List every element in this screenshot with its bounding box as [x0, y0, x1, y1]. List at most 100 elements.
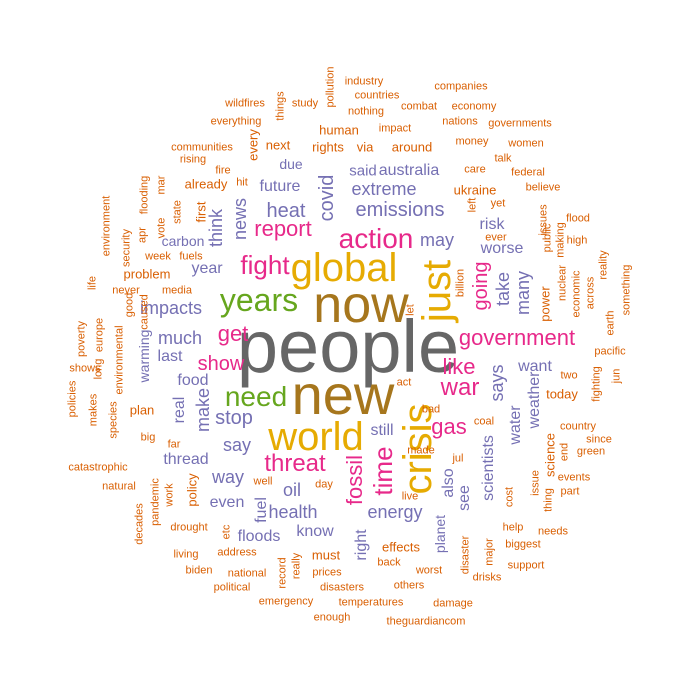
word-enough: enough [313, 611, 351, 624]
word-day: day [315, 478, 333, 491]
word-heat: heat [266, 200, 306, 222]
word-record: record [276, 557, 289, 589]
word-week: good [123, 292, 136, 318]
word-damage: damage [433, 597, 473, 610]
word-life: fuels [179, 250, 203, 263]
word-drisks: drisks [472, 571, 502, 584]
word-government: government [458, 325, 576, 350]
word-environment: environment [100, 195, 113, 257]
word-never: life [86, 275, 99, 291]
word-oil: oil [282, 480, 302, 500]
word-effects: effects [381, 539, 421, 555]
word-end: end [558, 442, 571, 462]
word-said: said [349, 162, 377, 180]
word-mar: mar [155, 175, 168, 195]
word-fighting: fighting [590, 366, 603, 402]
word-problem: problem [123, 266, 171, 282]
word-industry: industry [344, 75, 384, 88]
word-human: human [319, 122, 359, 138]
word-jun: jun [610, 368, 623, 384]
word-year: year [191, 260, 223, 277]
word-across: across [584, 276, 597, 310]
word-reality: reality [597, 250, 610, 280]
word-must: must [311, 547, 341, 563]
word-want: want [518, 358, 552, 375]
word-decades: decades [133, 503, 146, 545]
word-warming: warming [136, 329, 152, 383]
word-years: years [219, 282, 299, 318]
word-made: made [407, 444, 435, 457]
word-see: see [456, 485, 473, 511]
word-media: never [112, 284, 140, 297]
word-jul: jul [452, 452, 464, 465]
word-around: around [391, 139, 433, 155]
word-fight: fight [240, 250, 290, 280]
word-everything: everything [210, 115, 262, 128]
word-others: others [393, 579, 425, 592]
word-stop: stop [215, 407, 253, 429]
word-gas: gas [431, 414, 467, 439]
word-caused: media [162, 284, 192, 297]
word-countries: countries [354, 89, 400, 102]
word-address: address [217, 546, 257, 559]
word-two: two [560, 369, 578, 382]
word-new: new [291, 363, 395, 426]
word-biden: biden [185, 564, 213, 577]
word-billion: billion [454, 268, 467, 298]
word-vote: vote [155, 217, 168, 239]
word-news: news [230, 197, 250, 241]
word-says: says [487, 364, 507, 402]
word-impacts: impacts [139, 298, 203, 318]
word-issues: issues [537, 204, 550, 236]
word-really: really [290, 552, 303, 580]
word-environmental: environmental [113, 325, 126, 395]
word-power: power [537, 286, 553, 322]
word-know: know [296, 523, 334, 540]
word-world: world [268, 415, 364, 459]
word-may: may [419, 230, 455, 250]
word-cost: cost [503, 486, 516, 508]
word-real: real [171, 396, 188, 424]
word-yet: yet [490, 197, 506, 210]
word-back: back [377, 556, 401, 569]
word-support: support [507, 559, 545, 572]
word-scientists: scientists [480, 435, 497, 501]
word-pacific: pacific [594, 345, 626, 358]
word-combat: combat [400, 100, 438, 113]
word-action: action [338, 223, 414, 254]
word-nothing: nothing [347, 105, 385, 118]
word-federal: federal [511, 166, 545, 179]
word-economy: economy [451, 100, 497, 113]
word-apr: apr [136, 227, 149, 243]
word-drought: drought [170, 521, 208, 534]
word-earth: earth [604, 310, 617, 336]
word-live: live [401, 490, 419, 503]
word-economic: economic [570, 270, 583, 318]
word-thing: thing [542, 488, 555, 512]
word-wildfires: wildfires [225, 97, 265, 110]
word-water: water [507, 405, 524, 445]
word-pandemic: pandemic [149, 478, 162, 526]
word-every: every [245, 129, 261, 161]
word-extreme: extreme [351, 179, 417, 199]
word-also: also [440, 468, 457, 498]
word-companies: companies [434, 80, 488, 93]
word-well: well [253, 475, 273, 488]
word-high: high [566, 234, 588, 247]
word-political: political [213, 581, 251, 594]
word-temperatures: temperatures [338, 596, 404, 609]
word-europe: europe [93, 317, 106, 353]
word-weather: weather [526, 371, 543, 429]
word-threat: threat [264, 450, 326, 477]
word-just: just [415, 259, 459, 323]
word-prices: prices [312, 566, 342, 579]
word-national: national [227, 567, 267, 580]
word-first: first [193, 201, 209, 223]
word-fossil: fossil [342, 454, 367, 506]
word-thread: thread [163, 451, 209, 468]
word-report: report [254, 216, 312, 241]
word-ever: ever [485, 231, 507, 244]
word-floods: floods [237, 528, 281, 545]
word-making: making [554, 222, 567, 258]
word-care: care [464, 163, 486, 176]
